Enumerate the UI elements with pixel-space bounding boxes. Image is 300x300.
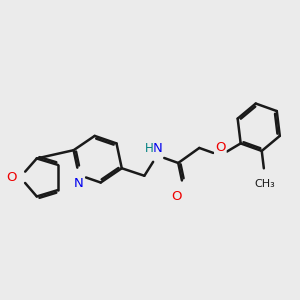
Text: O: O [172,190,182,202]
Text: O: O [215,141,226,154]
Text: H: H [145,142,153,155]
Text: N: N [74,177,84,190]
Text: O: O [7,171,17,184]
Text: CH₃: CH₃ [254,179,275,189]
Text: N: N [152,142,162,155]
